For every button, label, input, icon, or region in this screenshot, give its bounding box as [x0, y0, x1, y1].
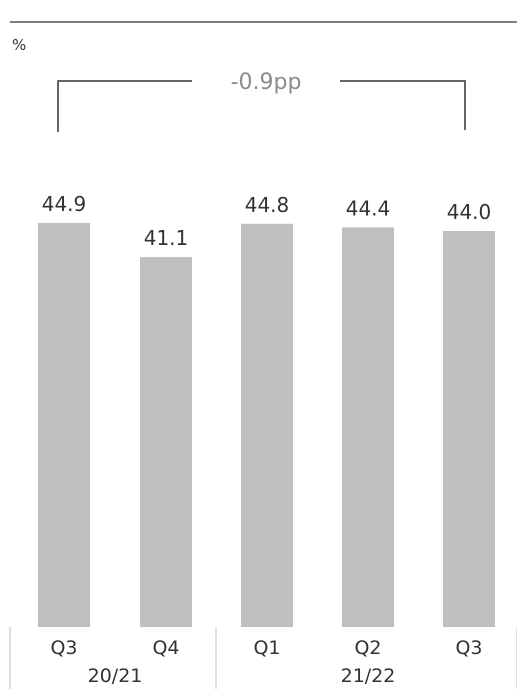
group-labels: 20/21 21/22: [88, 665, 396, 687]
bar-1: [38, 222, 90, 627]
value-label-1: 44.9: [42, 192, 87, 216]
group-label-1: 20/21: [88, 665, 143, 687]
bracket-left: [57, 80, 192, 132]
tick-label-2: Q4: [152, 637, 179, 659]
bracket-right: [340, 80, 466, 130]
value-label-2: 41.1: [144, 226, 189, 250]
bar-3: [241, 223, 293, 628]
value-label-3: 44.8: [245, 193, 290, 217]
change-annotation: -0.9pp: [231, 70, 302, 95]
value-label-4: 44.4: [346, 196, 391, 220]
x-axis: Q3 Q4 Q1 Q2 Q3 20/21 21/22: [9, 627, 517, 689]
value-labels: 44.9 41.1 44.8 44.4 44.0: [42, 192, 492, 250]
bar-4: [342, 227, 394, 627]
tick-labels: Q3 Q4 Q1 Q2 Q3: [50, 637, 482, 659]
change-bracket: -0.9pp: [57, 70, 466, 132]
tick-label-4: Q2: [354, 637, 381, 659]
group-label-2: 21/22: [341, 665, 396, 687]
unit-label: %: [12, 36, 26, 54]
bar-5: [443, 231, 495, 627]
bars: [38, 222, 495, 628]
tick-label-3: Q1: [253, 637, 280, 659]
bar-2: [140, 257, 192, 627]
tick-label-5: Q3: [455, 637, 482, 659]
value-label-5: 44.0: [447, 200, 492, 224]
tick-label-1: Q3: [50, 637, 77, 659]
